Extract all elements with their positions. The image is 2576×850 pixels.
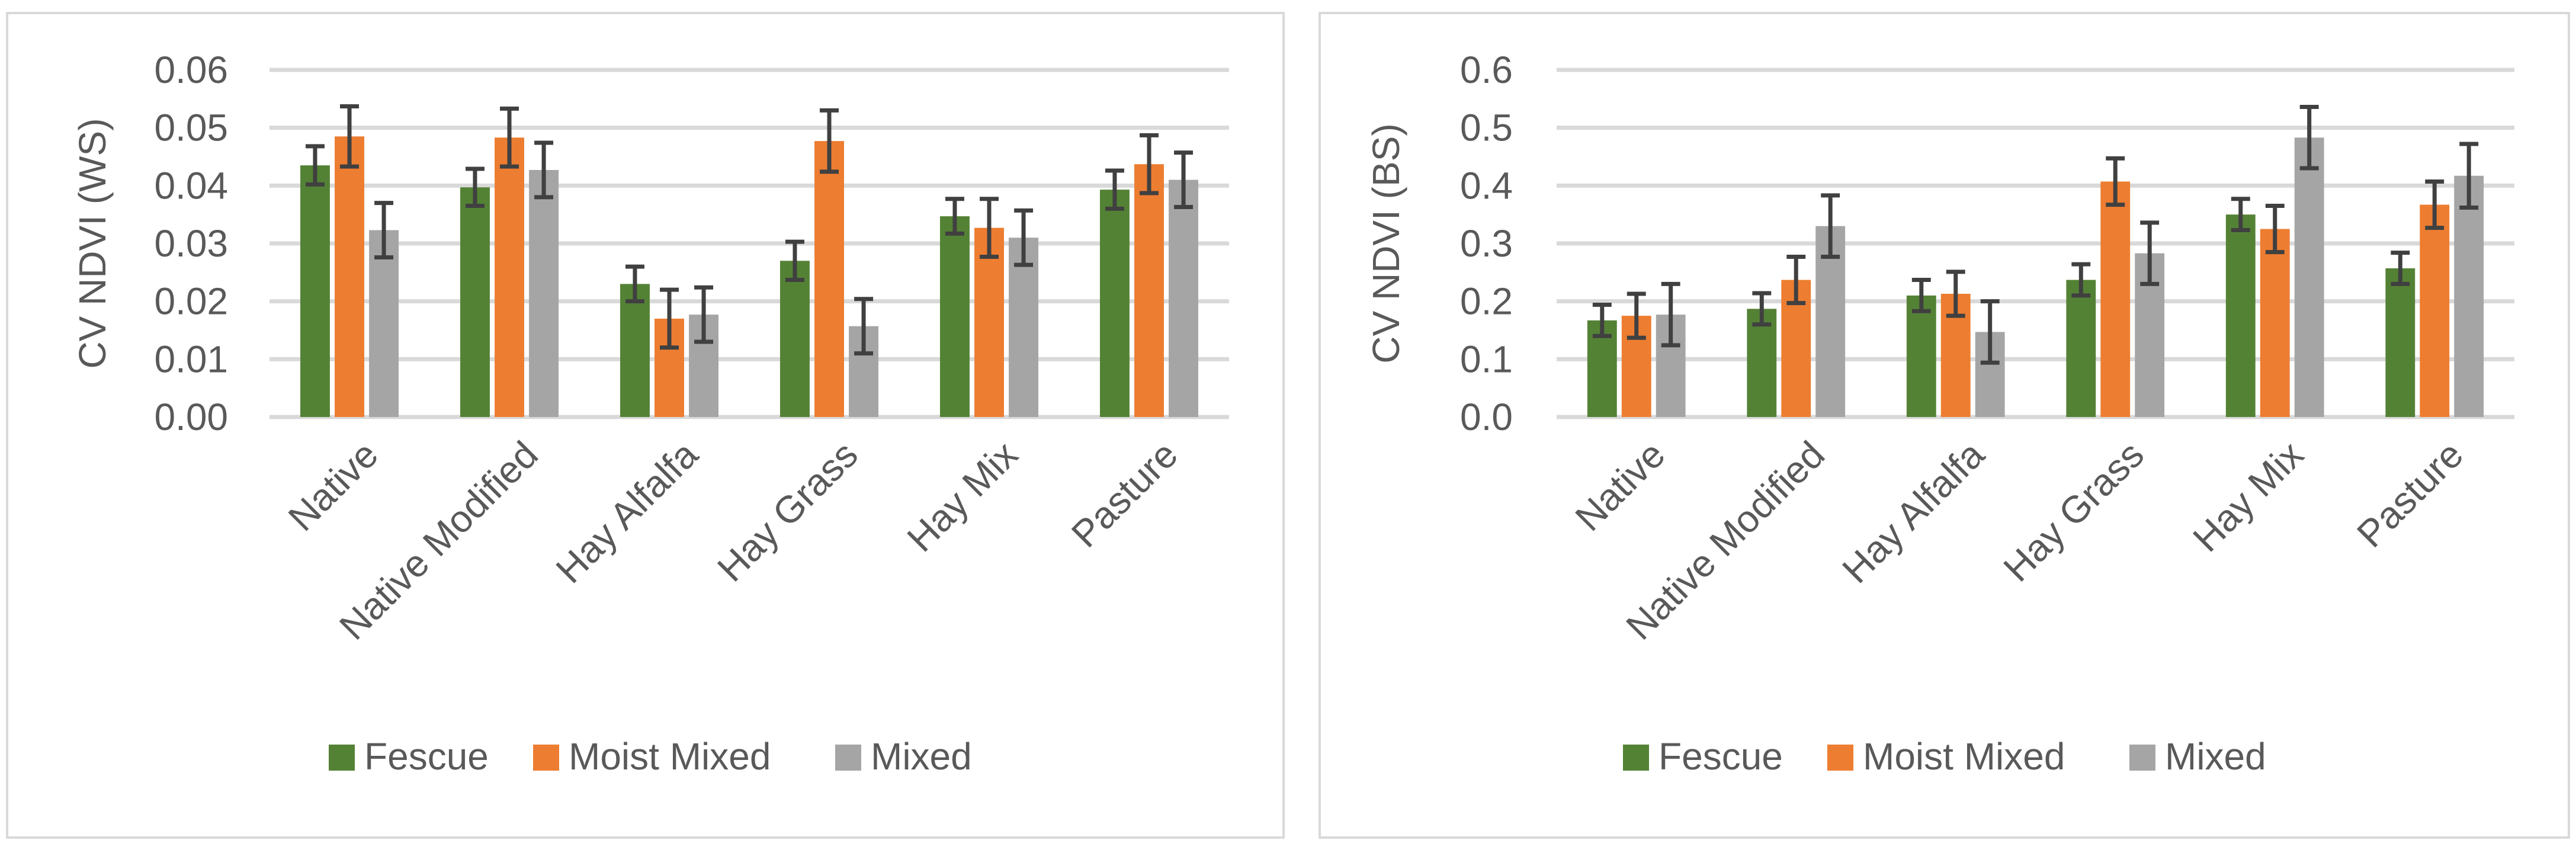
bar-mixed xyxy=(2454,175,2484,417)
chart-frame xyxy=(6,12,1285,839)
error-bar xyxy=(820,108,839,174)
error-bar xyxy=(945,197,964,236)
error-bar xyxy=(2140,220,2160,286)
bar-moist-mixed xyxy=(335,136,364,418)
bar-moist-mixed xyxy=(814,141,844,417)
legend-swatch xyxy=(533,745,559,771)
error-bar xyxy=(1946,270,1965,318)
error-bar xyxy=(980,197,999,259)
legend-label: Moist Mixed xyxy=(1863,735,2065,778)
legend-label: Fescue xyxy=(364,735,489,778)
error-bar xyxy=(305,144,325,187)
legend-swatch xyxy=(1623,745,1649,771)
legend-swatch xyxy=(1827,745,1853,771)
bar-mixed xyxy=(369,230,399,417)
error-bar xyxy=(1786,254,1806,306)
error-bar xyxy=(2299,105,2319,171)
bar-moist-mixed xyxy=(974,227,1004,417)
error-bar xyxy=(2391,251,2410,286)
bar-fescue xyxy=(2225,214,2256,417)
y-tick-label: 0.4 xyxy=(1460,164,1513,207)
legend-swatch xyxy=(835,745,861,771)
bar-mixed xyxy=(1009,238,1039,417)
bar-moist-mixed xyxy=(2420,204,2450,417)
error-bar xyxy=(1592,303,1612,338)
bar-fescue xyxy=(1906,295,1936,417)
y-tick-label: 0.3 xyxy=(1460,222,1513,265)
y-axis-title: CV NDVI (WS) xyxy=(71,118,114,368)
bar-fescue xyxy=(1747,309,1777,417)
chart-panel-2: 0.00.10.20.30.40.50.6CV NDVI (BS)NativeN… xyxy=(1319,12,2570,839)
error-bar xyxy=(374,201,394,259)
bar-mixed xyxy=(529,169,559,417)
error-bar xyxy=(1821,193,1840,259)
y-tick-label: 0.02 xyxy=(154,280,228,323)
y-tick-label: 0.0 xyxy=(1460,396,1513,438)
y-tick-label: 0.01 xyxy=(154,338,228,380)
error-bar xyxy=(660,287,679,350)
bar-fescue xyxy=(620,284,650,417)
error-bar xyxy=(534,140,554,200)
chart-panel-1: 0.00 0.01 0.02 0.03 0.04 0.05 0.06 CV NDVI (WS)… xyxy=(6,12,1285,839)
error-bar xyxy=(1980,299,2000,365)
bar-moist-mixed xyxy=(2100,181,2131,417)
legend-swatch xyxy=(2129,745,2155,771)
bar-fescue xyxy=(939,216,970,417)
y-tick-label: 0.5 xyxy=(1460,107,1513,149)
y-tick-label: 0.03 xyxy=(154,222,228,265)
error-bar xyxy=(340,104,359,169)
error-bar xyxy=(465,166,485,209)
error-bar xyxy=(2071,262,2091,298)
error-bar xyxy=(2106,156,2125,207)
error-bar xyxy=(2459,142,2479,210)
error-bar xyxy=(785,239,804,283)
legend-label: Mixed xyxy=(871,735,972,778)
error-bar xyxy=(2231,197,2250,233)
error-bar xyxy=(500,106,519,169)
bar-mixed xyxy=(2294,137,2324,417)
y-tick-label: 0.6 xyxy=(1460,49,1513,91)
chart-frame xyxy=(1319,12,2570,839)
error-bar xyxy=(1752,291,1772,327)
error-bar xyxy=(1174,150,1194,209)
y-axis-title: CV NDVI (BS) xyxy=(1365,123,1407,363)
y-tick-label: 0.06 xyxy=(154,49,228,91)
error-bar xyxy=(625,264,644,304)
error-bar xyxy=(854,297,874,356)
error-bar xyxy=(1140,133,1159,195)
y-tick-label: 0.1 xyxy=(1460,338,1513,380)
error-bar xyxy=(1105,168,1124,211)
error-bar xyxy=(1911,278,1931,313)
legend-label: Mixed xyxy=(2165,735,2266,778)
bar-moist-mixed xyxy=(495,137,524,417)
bar-fescue xyxy=(2385,268,2415,417)
y-tick-label: 0.00 xyxy=(154,396,228,438)
legend-label: Moist Mixed xyxy=(569,735,771,778)
error-bar xyxy=(2265,204,2285,255)
y-tick-label: 0.2 xyxy=(1460,280,1513,323)
error-bar xyxy=(2425,179,2445,230)
error-bar xyxy=(1661,281,1680,348)
y-tick-label: 0.05 xyxy=(154,107,228,149)
bar-fescue xyxy=(300,165,330,417)
bar-fescue xyxy=(2066,280,2096,417)
bar-moist-mixed xyxy=(2260,229,2290,417)
error-bar xyxy=(1014,208,1034,267)
bar-fescue xyxy=(1099,190,1130,417)
y-tick-label: 0.04 xyxy=(154,164,228,207)
bar-fescue xyxy=(779,261,810,417)
legend-swatch xyxy=(329,745,355,771)
bar-moist-mixed xyxy=(1134,164,1164,417)
bar-mixed xyxy=(1169,179,1199,417)
legend-label: Fescue xyxy=(1658,735,1783,778)
error-bar xyxy=(694,285,714,344)
error-bar xyxy=(1627,291,1646,340)
bar-fescue xyxy=(460,187,490,417)
